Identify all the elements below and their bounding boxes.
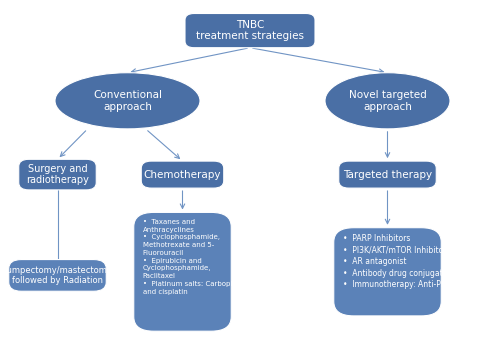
Ellipse shape bbox=[55, 73, 200, 129]
Ellipse shape bbox=[325, 73, 450, 129]
FancyBboxPatch shape bbox=[19, 159, 96, 190]
FancyBboxPatch shape bbox=[142, 161, 224, 188]
Text: Surgery and
radiotherapy: Surgery and radiotherapy bbox=[26, 164, 89, 185]
FancyBboxPatch shape bbox=[339, 161, 436, 188]
FancyBboxPatch shape bbox=[134, 212, 231, 331]
Text: Chemotherapy: Chemotherapy bbox=[144, 170, 221, 180]
Text: TNBC
treatment strategies: TNBC treatment strategies bbox=[196, 20, 304, 41]
FancyBboxPatch shape bbox=[9, 260, 106, 291]
FancyBboxPatch shape bbox=[185, 13, 315, 48]
Text: Conventional
approach: Conventional approach bbox=[93, 90, 162, 112]
Text: •  Taxanes and
Anthracyclines
•  Cyclophosphamide,
Methotrexate and 5-
Fluoroura: • Taxanes and Anthracyclines • Cyclophos… bbox=[143, 219, 246, 294]
Text: Targeted therapy: Targeted therapy bbox=[343, 170, 432, 180]
Text: Novel targeted
approach: Novel targeted approach bbox=[348, 90, 426, 112]
Text: •  PARP Inhibitors
•  PI3K/AKT/mTOR Inhibitors
•  AR antagonist
•  Antibody drug: • PARP Inhibitors • PI3K/AKT/mTOR Inhibi… bbox=[343, 234, 458, 289]
FancyBboxPatch shape bbox=[334, 228, 442, 316]
Text: Lumpectomy/mastectomy
followed by Radiation: Lumpectomy/mastectomy followed by Radiat… bbox=[2, 266, 112, 285]
